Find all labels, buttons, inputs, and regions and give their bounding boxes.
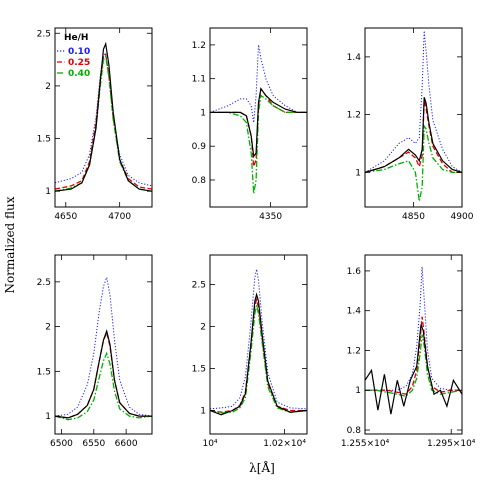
panel-3: 1 1.2 1.4 4850 4900 <box>347 27 474 222</box>
legend-title: He/H <box>64 33 88 43</box>
observed-spectrum <box>55 41 152 192</box>
x-axis-label: λ[Å] <box>249 460 275 475</box>
model-line-heh-010 <box>210 269 307 410</box>
panel-frame <box>364 27 463 208</box>
model-line-heh-040 <box>55 351 152 421</box>
y-tick-label: 2 <box>45 323 51 333</box>
panel-2: 0.8 0.9 1 1.1 1.2 4350 <box>192 27 308 222</box>
observed-spectrum <box>55 329 152 419</box>
y-tick-label: 1 <box>45 412 51 422</box>
panel-grid: 1 1.5 2 2.5 4650 4700 0.8 0.9 1 1.1 1.2 4350 1 1.2 1.4… <box>37 27 476 449</box>
x-tick-label: 1.02×10⁴ <box>263 439 306 449</box>
y-tick-label: 1.5 <box>37 367 51 377</box>
model-line-heh-010 <box>365 266 462 391</box>
legend-entry-heh-010: 0.10 <box>68 47 90 57</box>
panel-frame <box>209 27 308 208</box>
y-tick-label: 1.6 <box>347 267 362 277</box>
x-tick-label: 4900 <box>451 212 474 222</box>
y-tick-label: 2.5 <box>37 29 51 39</box>
y-tick-label: 2 <box>200 322 206 332</box>
observed-spectrum <box>365 97 462 173</box>
panel-frame <box>54 27 153 208</box>
model-line-heh-025 <box>365 100 462 174</box>
y-tick-label: 1.4 <box>347 307 362 317</box>
y-tick-label: 1 <box>45 187 51 197</box>
x-tick-label: 1.255×10⁴ <box>341 439 390 449</box>
observed-spectrum <box>365 324 462 415</box>
x-tick-label: 6500 <box>50 439 73 449</box>
x-tick-label: 6600 <box>115 439 138 449</box>
y-tick-label: 1.2 <box>192 41 206 51</box>
legend-entry-heh-025: 0.25 <box>68 58 90 68</box>
x-tick-label: 1.295×10⁴ <box>427 439 476 449</box>
x-tick-label: 10⁴ <box>202 439 217 449</box>
observed-spectrum <box>210 87 307 158</box>
y-tick-label: 1 <box>200 406 206 416</box>
legend-entry-heh-040: 0.40 <box>68 69 90 79</box>
panel-frame <box>209 254 308 435</box>
y-tick-label: 0.8 <box>347 426 362 436</box>
model-line-heh-025 <box>365 316 462 395</box>
panel-6: 0.8 1 1.2 1.4 1.6 1.255×10⁴ 1.295×10⁴ <box>341 254 476 449</box>
model-line-heh-040 <box>365 334 462 397</box>
model-line-heh-040 <box>210 94 307 194</box>
y-tick-label: 1.2 <box>347 346 361 356</box>
y-tick-label: 0.8 <box>192 176 207 186</box>
y-tick-label: 1.5 <box>37 135 51 145</box>
legend: He/H 0.100.250.40 <box>57 33 90 79</box>
y-axis-label: Normalized flux <box>3 196 17 293</box>
panel-1: 1 1.5 2 2.5 4650 4700 <box>37 27 153 222</box>
observed-spectrum <box>210 292 307 416</box>
model-line-heh-025 <box>55 330 152 419</box>
model-line-heh-040 <box>365 124 462 202</box>
panel-5: 1 1.5 2 2.5 10⁴ 1.02×10⁴ <box>192 254 308 449</box>
model-line-heh-010 <box>55 53 152 187</box>
x-tick-label: 4700 <box>108 212 131 222</box>
x-tick-label: 4650 <box>54 212 77 222</box>
y-tick-label: 1 <box>355 386 361 396</box>
y-tick-label: 2.5 <box>37 278 51 288</box>
y-tick-label: 1.4 <box>347 53 362 63</box>
panel-frame <box>364 254 463 435</box>
y-tick-label: 1.1 <box>192 75 206 85</box>
model-line-heh-040 <box>210 305 307 414</box>
y-tick-label: 1.5 <box>192 364 206 374</box>
y-tick-label: 1 <box>200 108 206 118</box>
x-tick-label: 6550 <box>82 439 105 449</box>
model-line-heh-010 <box>55 275 152 417</box>
y-tick-label: 2 <box>45 82 51 92</box>
y-tick-label: 1.2 <box>347 111 361 121</box>
model-line-heh-025 <box>55 52 152 190</box>
y-tick-label: 0.9 <box>192 142 207 152</box>
model-line-heh-010 <box>210 44 307 123</box>
x-tick-label: 4850 <box>402 212 425 222</box>
y-tick-label: 2.5 <box>192 280 206 290</box>
panel-frame <box>54 254 153 435</box>
model-line-heh-010 <box>365 30 462 173</box>
x-tick-label: 4350 <box>259 212 282 222</box>
y-tick-label: 1 <box>355 168 361 178</box>
panel-4: 1 1.5 2 2.5 6500 6550 6600 <box>37 254 153 449</box>
